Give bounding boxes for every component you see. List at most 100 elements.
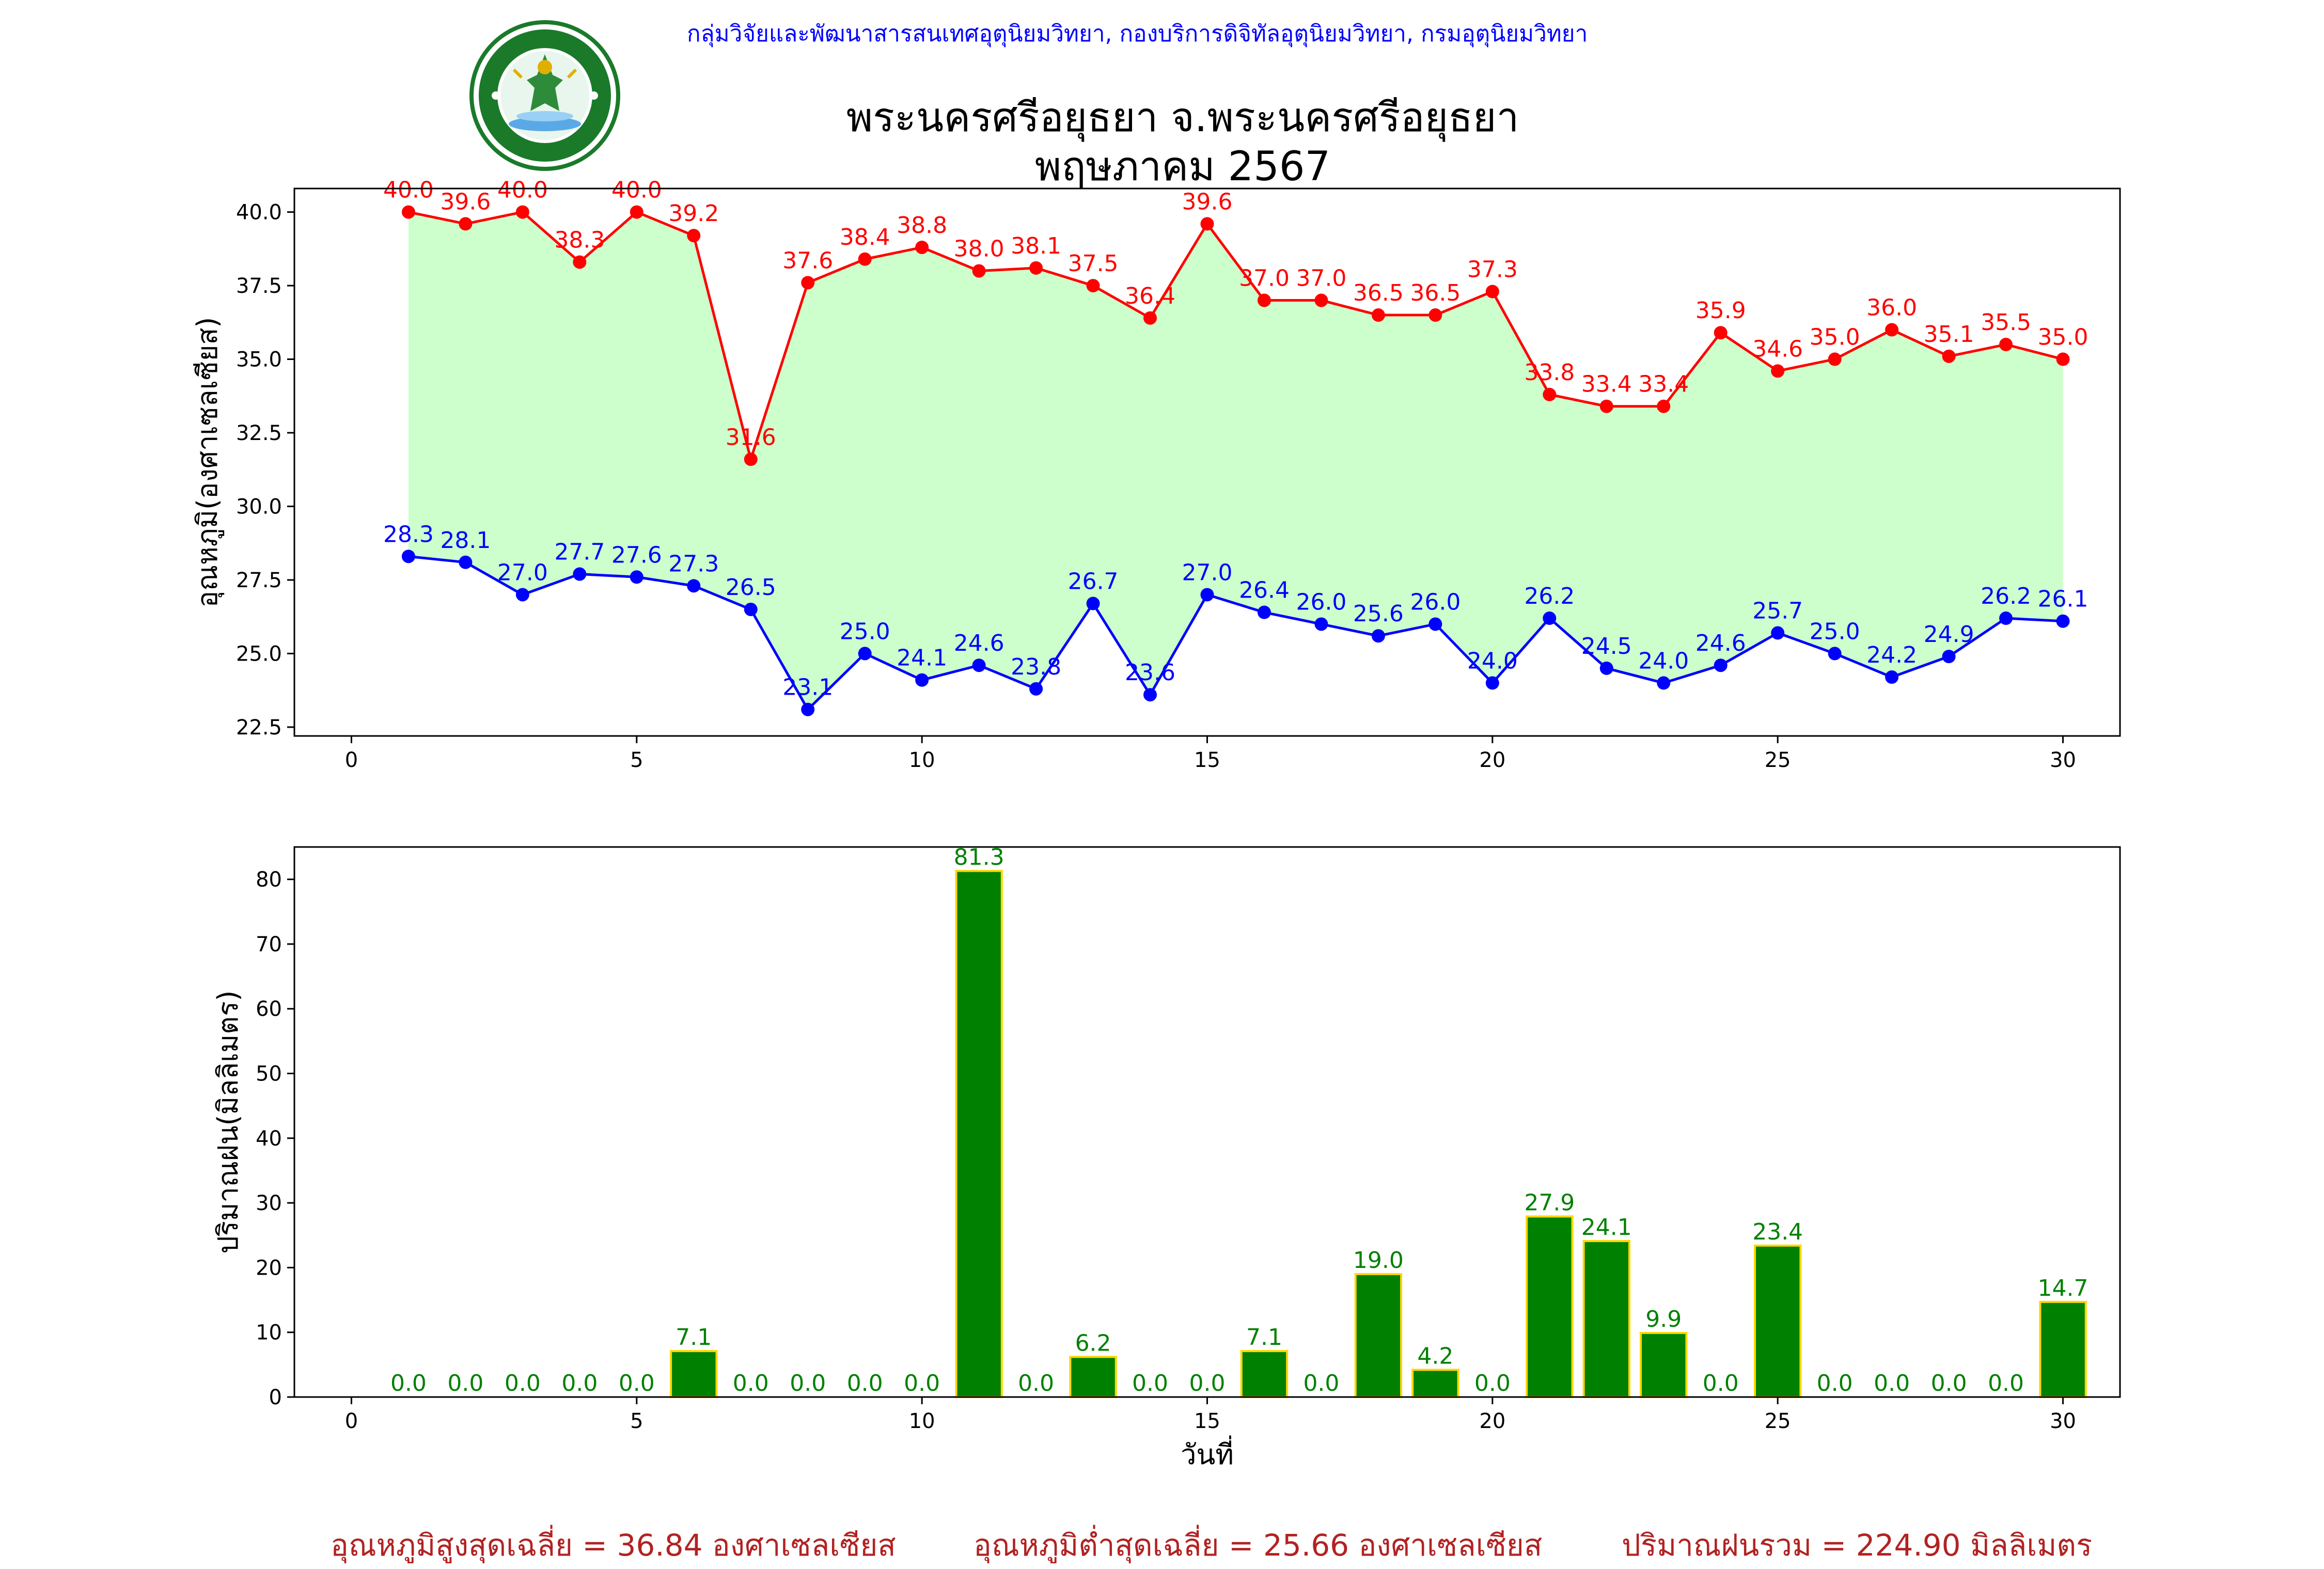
max-temp-data-label: 37.3 [1467, 256, 1518, 283]
max-temp-point [1942, 349, 1956, 363]
temp-ytick-label: 22.5 [236, 716, 282, 740]
max-temp-data-label: 35.0 [2038, 324, 2089, 351]
min-temp-point [2056, 614, 2070, 628]
max-temp-point [972, 264, 986, 278]
max-temp-data-label: 36.5 [1353, 280, 1404, 306]
rain-ytick-label: 40 [256, 1127, 282, 1151]
rain-data-label: 7.1 [1246, 1324, 1282, 1351]
rain-ytick-label: 30 [256, 1191, 282, 1215]
rain-data-label: 0.0 [790, 1370, 826, 1397]
rain-ytick-label: 60 [256, 997, 282, 1021]
min-temp-data-label: 25.6 [1353, 601, 1404, 627]
max-temp-point [1371, 308, 1385, 322]
max-temp-point [1828, 352, 1842, 366]
min-temp-point [1771, 626, 1785, 640]
rain-data-label: 0.0 [1988, 1370, 2024, 1397]
temp-ytick-label: 32.5 [236, 421, 282, 445]
rain-data-label: 9.9 [1645, 1306, 1682, 1332]
max-temp-point [1086, 279, 1100, 293]
avg-max-temp-summary: อุณหภูมิสูงสุดเฉลี่ย = 36.84 องศาเซลเซีย… [331, 1528, 896, 1563]
rain-bar [2039, 1300, 2087, 1398]
temp-ytick-label: 37.5 [236, 274, 282, 298]
min-temp-data-label: 26.7 [1068, 569, 1119, 595]
rain-xtick-label: 15 [1194, 1409, 1220, 1433]
min-temp-point [1942, 650, 1956, 664]
temp-plot-frame [293, 187, 2121, 737]
min-temp-data-label: 26.0 [1410, 589, 1461, 615]
rain-data-label: 0.0 [1817, 1370, 1853, 1397]
min-temp-point [1657, 676, 1671, 690]
organization-line: กลุ่มวิจัยและพัฒนาสารสนเทศอุตุนิยมวิทยา,… [687, 21, 1588, 47]
min-temp-point [687, 579, 701, 593]
rain-data-label: 27.9 [1524, 1189, 1575, 1216]
min-temp-data-label: 23.1 [782, 674, 833, 701]
min-temp-data-label: 24.6 [954, 630, 1004, 656]
rain-data-label: 0.0 [561, 1370, 598, 1397]
rain-y-axis-label: ปริมาณฝน(มิลลิเมตร) [212, 991, 244, 1254]
max-temp-point [1029, 261, 1043, 275]
temp-ytick-label: 25.0 [236, 642, 282, 666]
min-temp-data-label: 24.0 [1467, 648, 1518, 674]
rain-ytick-label: 0 [269, 1386, 282, 1409]
min-temp-point [401, 550, 415, 563]
min-temp-point [1086, 597, 1100, 610]
rain-data-label: 0.0 [1874, 1370, 1910, 1397]
rain-ytick-label: 50 [256, 1062, 282, 1086]
max-temp-data-label: 35.9 [1695, 297, 1746, 324]
min-temp-point [515, 588, 529, 602]
rain-data-label: 0.0 [904, 1370, 940, 1397]
max-temp-point [1999, 338, 2013, 352]
logo-emblem-icon [469, 20, 620, 171]
rain-data-label: 0.0 [847, 1370, 883, 1397]
max-temp-point [1599, 399, 1613, 413]
rain-data-label: 0.0 [1018, 1370, 1054, 1397]
rain-data-label: 14.7 [2038, 1275, 2089, 1301]
rain-data-label: 6.2 [1075, 1330, 1111, 1356]
rain-data-label: 0.0 [1132, 1370, 1168, 1397]
min-temp-point [972, 658, 986, 672]
max-temp-data-label: 36.4 [1125, 283, 1175, 309]
rain-xtick-label: 5 [630, 1409, 643, 1433]
min-temp-data-label: 28.3 [383, 521, 434, 547]
min-temp-data-label: 24.0 [1638, 648, 1689, 674]
min-temp-data-label: 24.2 [1866, 642, 1917, 668]
rain-ytick-label: 10 [256, 1321, 282, 1345]
temp-ytick-label: 27.5 [236, 569, 282, 592]
max-temp-point [1771, 364, 1785, 378]
rain-bar [955, 870, 1003, 1398]
temp-ytick-label: 40.0 [236, 201, 282, 225]
rain-bar [1582, 1240, 1630, 1399]
max-temp-data-label: 33.4 [1638, 371, 1689, 398]
max-temp-data-label: 33.8 [1524, 359, 1575, 386]
rain-data-label: 0.0 [1931, 1370, 1967, 1397]
min-temp-data-label: 27.0 [1182, 559, 1233, 586]
max-temp-data-label: 33.4 [1581, 371, 1632, 398]
max-temp-data-label: 39.6 [440, 189, 491, 215]
rain-data-label: 0.0 [1189, 1370, 1226, 1397]
temp-xtick-label: 20 [1479, 748, 1505, 772]
min-temp-point [1428, 617, 1442, 631]
min-temp-data-label: 26.1 [2038, 586, 2089, 613]
max-temp-point [1257, 293, 1271, 307]
min-temp-point [1029, 682, 1043, 696]
min-temp-point [1828, 647, 1842, 661]
max-temp-data-label: 37.0 [1296, 265, 1346, 292]
avg-min-temp-summary: อุณหภูมิต่ำสุดเฉลี่ย = 25.66 องศาเซลเซีย… [973, 1528, 1543, 1563]
min-temp-data-label: 24.1 [897, 645, 947, 671]
min-temp-point [1885, 670, 1899, 684]
rain-bar [1640, 1331, 1688, 1398]
rain-data-label: 7.1 [676, 1324, 712, 1351]
max-temp-point [801, 276, 815, 290]
max-temp-point [858, 252, 872, 266]
min-temp-point [744, 602, 758, 616]
min-temp-point [1999, 611, 2013, 625]
max-temp-point [1714, 326, 1728, 340]
rain-data-label: 0.0 [619, 1370, 655, 1397]
max-temp-data-label: 36.0 [1866, 295, 1917, 321]
max-temp-data-label: 38.8 [897, 212, 947, 239]
max-temp-point [1885, 323, 1899, 337]
max-temp-point [687, 229, 701, 243]
min-temp-data-label: 25.0 [1810, 618, 1860, 645]
min-temp-data-label: 23.6 [1125, 660, 1175, 686]
min-temp-point [1599, 661, 1613, 675]
